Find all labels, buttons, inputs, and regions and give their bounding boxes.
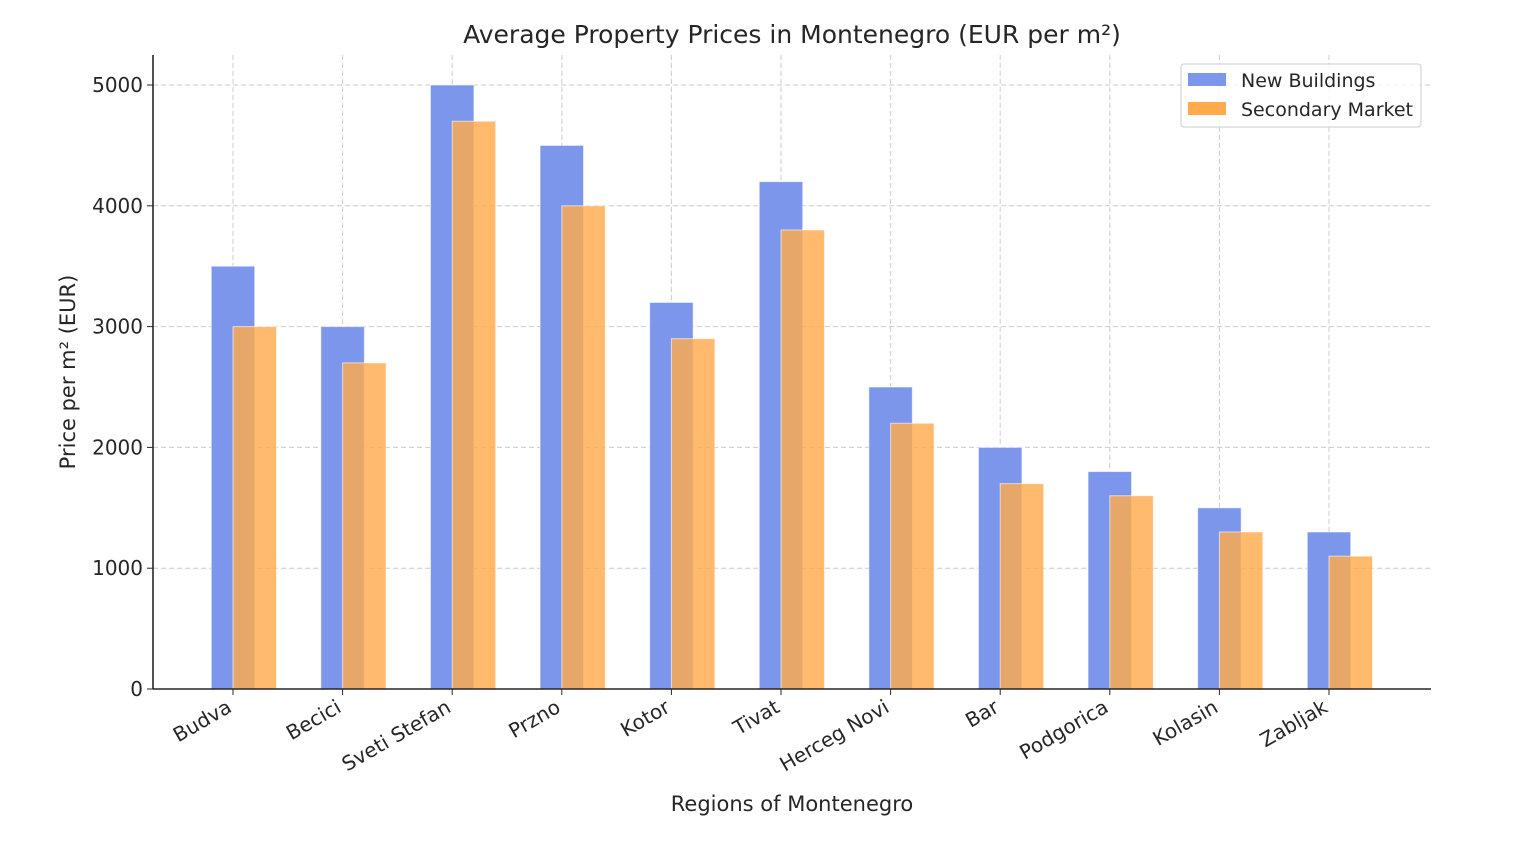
legend-swatch-new-buildings [1188,73,1226,86]
y-tick-label: 0 [130,677,143,701]
x-tick-label: Becici [282,695,345,745]
bar-secondary-market-sveti-stefan [451,120,497,690]
chart-title: Average Property Prices in Montenegro (E… [463,20,1121,49]
legend: New Buildings Secondary Market [1180,63,1422,128]
bar-secondary-market-kolasin [1218,531,1264,690]
x-tick-label: Kotor [616,694,674,742]
y-tick-label: 4000 [92,194,143,218]
x-tick-label: Budva [169,695,236,747]
x-tick-label: Zabljak [1256,694,1332,752]
x-tick-label: Przno [504,695,564,743]
bar-secondary-market-herceg-novi [890,422,935,690]
bar-secondary-market-tivat [780,229,825,690]
legend-label-new-buildings: New Buildings [1241,70,1375,92]
x-tick-label: Podgorica [1015,695,1112,765]
bar-secondary-market-budva [232,326,277,690]
bar-secondary-market-przno [561,205,606,690]
x-tick-label: Tivat [728,694,784,740]
x-tick-label: Kolasin [1149,695,1222,751]
x-axis-label: Regions of Montenegro [671,792,913,816]
x-tick-label: Herceg Novi [775,695,893,777]
y-axis-label: Price per m² (EUR) [56,275,80,470]
x-tick-label: Bar [961,694,1003,732]
bar-secondary-market-kotor [670,338,716,690]
x-tick-label: Sveti Stefan [338,695,455,776]
legend-swatch-secondary-market [1188,102,1226,115]
legend-label-secondary-market: Secondary Market [1241,99,1413,121]
y-tick-label: 1000 [92,556,143,580]
bar-secondary-market-becici [342,362,387,690]
y-tick-label: 5000 [92,73,143,97]
y-tick-label: 3000 [92,315,143,339]
legend-box [1180,63,1422,128]
bar-secondary-market-podgorica [1109,495,1154,690]
bar-secondary-market-zabljak [1328,555,1373,690]
bar-secondary-market-bar [999,483,1045,690]
y-tick-label: 2000 [92,435,143,459]
